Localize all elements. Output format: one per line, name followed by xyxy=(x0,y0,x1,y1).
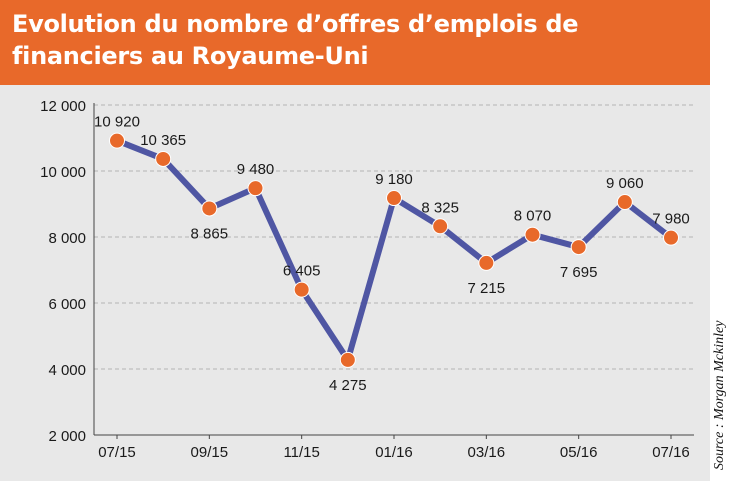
data-point xyxy=(247,180,264,197)
data-label: 8 325 xyxy=(421,199,459,216)
x-tick-label: 09/15 xyxy=(191,444,229,461)
line-chart: 2 000 4 000 6 000 8 000 10 000 12 000 07/15 09/… xyxy=(40,98,694,461)
data-label: 9 480 xyxy=(237,161,275,178)
data-label: 7 695 xyxy=(560,264,598,281)
x-tick-label: 07/16 xyxy=(652,444,690,461)
data-point xyxy=(616,194,633,211)
data-point xyxy=(293,281,310,298)
y-tick-label: 12 000 xyxy=(40,98,86,115)
data-point xyxy=(109,132,125,149)
x-tick-label: 01/16 xyxy=(375,444,413,461)
chart-panel: 2 000 4 000 6 000 8 000 10 000 12 000 07/15 09/… xyxy=(0,85,710,481)
x-tick-label: 07/15 xyxy=(98,444,136,461)
y-tick-label: 8 000 xyxy=(48,230,86,247)
data-point xyxy=(201,200,218,217)
data-label: 7 215 xyxy=(468,280,506,297)
chart-title: Evolution du nombre d’offres d’emplois d… xyxy=(12,10,579,70)
x-tick-label: 11/15 xyxy=(283,444,319,461)
data-label: 8 865 xyxy=(191,225,229,242)
x-tick-label: 05/16 xyxy=(560,444,598,461)
data-point xyxy=(386,190,402,207)
data-label: 9 060 xyxy=(606,175,644,192)
y-tick-label: 6 000 xyxy=(48,296,86,313)
data-label: 10 920 xyxy=(94,114,140,131)
data-point xyxy=(478,254,495,271)
y-tick-label: 2 000 xyxy=(48,428,86,445)
y-tick-label: 4 000 xyxy=(48,362,86,379)
data-label: 4 275 xyxy=(329,377,367,394)
data-point xyxy=(524,226,541,243)
x-tick-label: 03/16 xyxy=(468,444,506,461)
data-point xyxy=(663,229,679,246)
data-label: 6 405 xyxy=(283,263,321,280)
data-point xyxy=(432,218,449,235)
title-bar: Evolution du nombre d’offres d’emplois d… xyxy=(0,0,710,85)
data-point xyxy=(570,239,587,256)
data-point xyxy=(155,150,172,167)
source-note: Source : Morgan Mckinley xyxy=(712,320,727,470)
data-label: 7 980 xyxy=(652,211,690,228)
data-label: 8 070 xyxy=(514,208,552,225)
y-tick-label: 10 000 xyxy=(40,164,86,181)
data-point xyxy=(339,351,356,368)
data-label: 9 180 xyxy=(375,171,413,188)
data-label: 10 365 xyxy=(140,132,186,149)
